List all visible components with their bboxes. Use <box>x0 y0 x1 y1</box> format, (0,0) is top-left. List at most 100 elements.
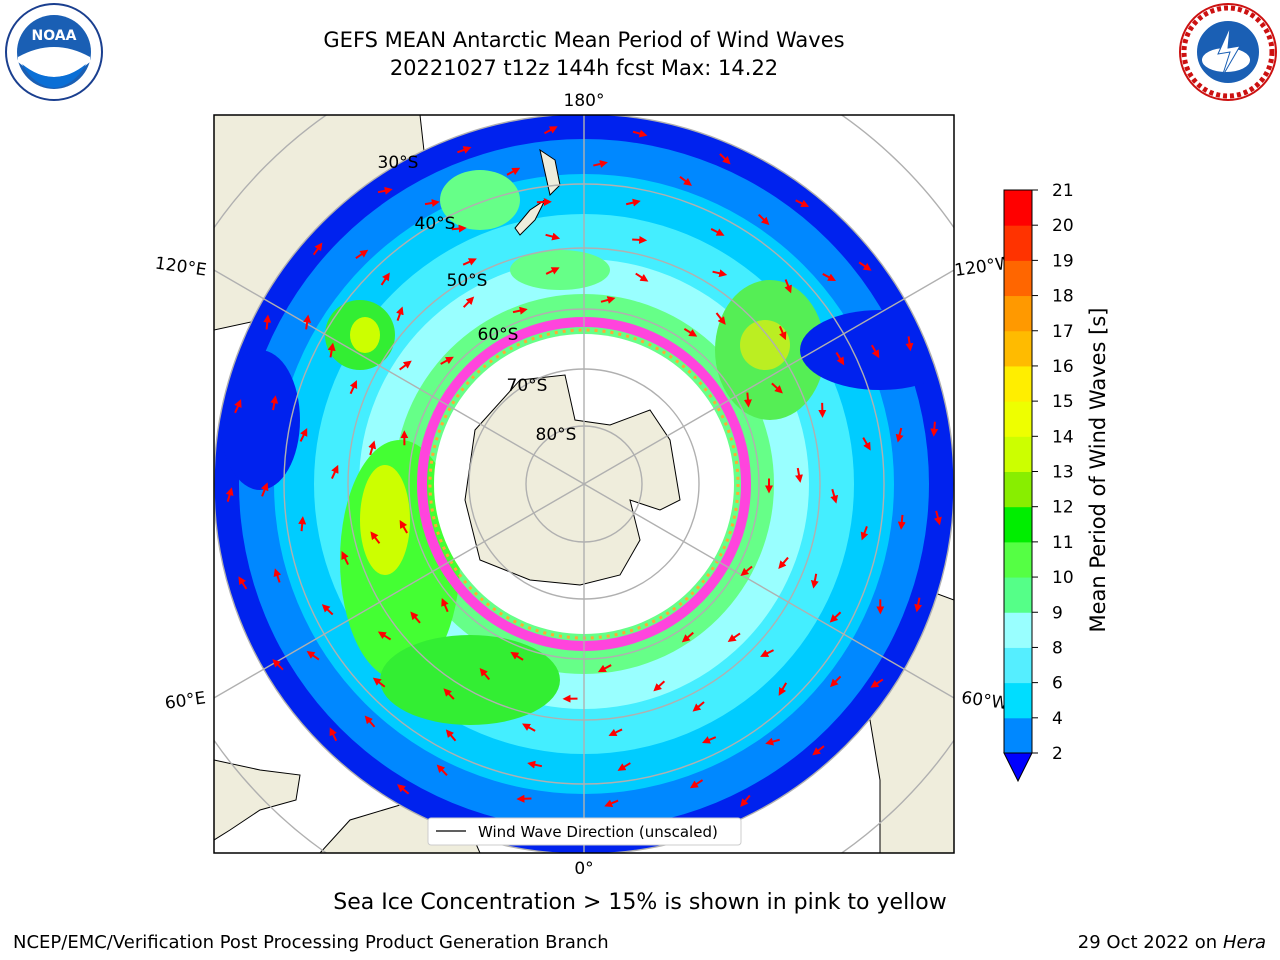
colorbar-segment <box>1004 365 1032 402</box>
wave-direction-arrow <box>440 356 454 365</box>
wave-direction-arrow <box>870 678 884 688</box>
wave-direction-arrow <box>368 440 377 456</box>
wave-direction-arrow <box>436 764 448 777</box>
colorbar-tick-label: 15 <box>1052 392 1074 412</box>
colorbar-tick-label: 9 <box>1052 603 1063 623</box>
colorbar-segment <box>1004 541 1032 578</box>
wave-direction-arrow <box>784 279 792 294</box>
wave-direction-arrow <box>740 565 753 577</box>
wave-direction-arrow <box>897 514 906 530</box>
colorbar-segment <box>1004 401 1032 437</box>
lat-label: 80°S <box>536 425 577 445</box>
colorbar-segment <box>1004 717 1032 754</box>
wave-direction-arrow <box>457 146 472 154</box>
wave-direction-arrow <box>681 631 694 643</box>
footer-host: Hera <box>1222 932 1266 953</box>
wave-direction-arrow <box>593 160 608 168</box>
colorbar-segment <box>1004 295 1032 332</box>
wave-direction-arrow <box>306 650 320 661</box>
colorbar-segment <box>1004 612 1032 648</box>
wave-direction-arrow <box>234 399 242 414</box>
wave-direction-arrow <box>506 167 521 176</box>
wave-direction-arrow <box>462 296 475 308</box>
chart-title: GEFS MEAN Antarctic Mean Period of Wind … <box>323 28 845 52</box>
footer-date-text: 29 Oct 2022 on <box>1077 932 1223 953</box>
colorbar-tick-label: 18 <box>1052 287 1074 307</box>
wave-direction-arrow <box>715 312 726 325</box>
lat-label: 40°S <box>415 214 456 234</box>
wave-direction-arrow <box>625 198 641 207</box>
wave-direction-arrow <box>522 723 536 732</box>
colorbar-tick-label: 12 <box>1052 498 1074 518</box>
wave-direction-arrow <box>830 675 842 688</box>
colorbar: 2 4 6 8 9 10 11 12 13 14 15 16 17 18 19 20 21 <box>1003 181 1074 783</box>
wave-direction-arrow <box>760 649 774 657</box>
wave-direction-arrow <box>740 794 751 808</box>
svg-text:NOAA: NOAA <box>32 28 77 44</box>
wave-direction-arrow <box>321 604 334 616</box>
colorbar-tick-label: 14 <box>1052 427 1074 447</box>
wave-direction-arrow <box>689 779 704 789</box>
antarctica-land <box>464 374 681 586</box>
wave-direction-arrow <box>895 427 904 443</box>
wave-direction-arrow <box>327 342 336 358</box>
wave-direction-arrow <box>597 664 612 673</box>
wave-direction-arrow <box>679 176 692 186</box>
wave-direction-arrow <box>600 296 616 304</box>
wave-direction-arrow <box>795 467 803 483</box>
lat-label: 60°S <box>478 325 519 345</box>
colorbar-tick-label: 19 <box>1052 251 1074 271</box>
wave-direction-arrow <box>370 531 381 544</box>
wave-direction-arrow <box>914 597 923 613</box>
lon-label-upper-left: 120°E <box>154 254 208 281</box>
wave-direction-arrow <box>692 701 705 712</box>
wave-direction-arrow <box>273 568 282 583</box>
wave-direction-arrow <box>355 249 369 260</box>
wave-direction-arrow <box>372 677 386 688</box>
wave-direction-arrow <box>331 464 339 479</box>
legend: Wind Wave Direction (unscaled) <box>427 817 742 846</box>
wave-direction-arrow <box>757 213 770 226</box>
wave-direction-arrow <box>778 682 788 696</box>
wave-direction-arrow <box>683 328 698 337</box>
wave-direction-arrow <box>860 526 869 541</box>
lon-label-top: 180° <box>564 91 605 111</box>
colorbar-tick-label: 10 <box>1052 568 1074 588</box>
wave-direction-arrow <box>778 556 789 569</box>
wave-direction-arrow <box>399 520 408 534</box>
colorbar-tick-label: 21 <box>1052 181 1074 201</box>
colorbar-segment <box>1004 471 1032 508</box>
colorbar-segment <box>1004 436 1032 472</box>
wave-direction-arrow <box>510 651 524 661</box>
wave-direction-arrow <box>399 360 412 371</box>
wave-direction-arrow <box>441 597 449 613</box>
wave-direction-arrow <box>795 199 810 207</box>
colorbar-segment <box>1004 190 1032 226</box>
wave-direction-arrow <box>653 680 666 692</box>
wave-direction-arrow <box>822 273 837 281</box>
wave-direction-arrow <box>299 427 308 442</box>
wave-direction-arrow <box>545 267 560 275</box>
longitude-gridlines <box>214 115 954 853</box>
colorbar-extend-arrow <box>1003 752 1033 783</box>
wave-direction-arrow <box>905 336 914 352</box>
wave-direction-arrow <box>238 576 248 590</box>
wave-direction-arrow <box>604 799 619 807</box>
colorbar-tick-label: 20 <box>1052 216 1074 236</box>
colorbar-tick-label: 13 <box>1052 463 1074 483</box>
footer-credit: NCEP/EMC/Verification Post Processing Pr… <box>13 932 609 953</box>
colorbar-label: Mean Period of Wind Waves [s] <box>1086 308 1110 633</box>
colorbar-segment <box>1004 225 1032 261</box>
lon-label-lower-left: 60°E <box>164 688 207 713</box>
colorbar-tick-label: 6 <box>1052 674 1063 694</box>
wave-direction-arrow <box>396 306 404 321</box>
sea-ice-note: Sea Ice Concentration > 15% is shown in … <box>333 890 947 915</box>
wave-direction-arrow <box>263 314 272 330</box>
colorbar-tick-label: 8 <box>1052 638 1063 658</box>
wave-direction-arrow <box>608 728 623 737</box>
wave-direction-arrow <box>727 632 741 643</box>
wave-direction-arrow <box>341 551 349 565</box>
colorbar-segment <box>1004 260 1032 297</box>
wave-direction-arrow <box>778 326 787 341</box>
